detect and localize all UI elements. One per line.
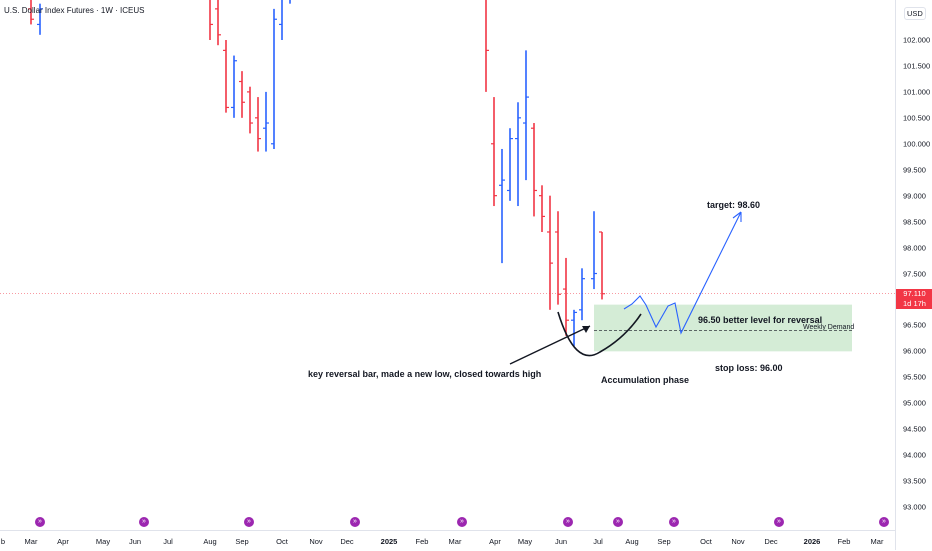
price-tick-label: 100.500: [903, 113, 931, 123]
time-axis[interactable]: b Mar Apr May Jun Jul Aug Sep Oct Nov Dec 2025 Feb Ma…: [0, 530, 895, 551]
weekly-demand-label: Weekly Demand: [803, 324, 855, 331]
price-tick-label: 98.500: [903, 217, 926, 227]
time-tick-label: Aug: [203, 537, 217, 546]
time-tick-label: 2025: [380, 537, 398, 546]
time-tick-label: Mar: [24, 537, 38, 546]
time-tick-label: Sep: [235, 537, 249, 546]
price-tick-label: 96.000: [903, 346, 926, 356]
time-tick-label: Oct: [276, 537, 288, 546]
price-tick-label: 95.500: [903, 372, 926, 382]
arrow-circle-icon[interactable]: »: [457, 517, 467, 527]
arrow-circle-icon[interactable]: »: [35, 517, 45, 527]
time-tick-label: Jun: [128, 537, 142, 546]
time-tick-label: Apr: [57, 537, 69, 546]
time-tick-label: Feb: [837, 537, 851, 546]
symbol-title[interactable]: U.S. Dollar Index Futures · 1W · ICEUS: [4, 6, 145, 15]
price-chart[interactable]: [0, 0, 895, 530]
last-price-tag: 97.110 1d 17h: [896, 289, 932, 309]
price-axis[interactable]: USD 102.000 101.500 101.000 100.500 100.000 9…: [895, 0, 932, 550]
time-tick-label: Sep: [657, 537, 671, 546]
time-tick-label: Apr: [489, 537, 501, 546]
time-tick-label: Nov: [731, 537, 745, 546]
arrow-circle-icon[interactable]: »: [613, 517, 623, 527]
time-tick-label: Jul: [163, 537, 173, 546]
arrow-circle-icon[interactable]: »: [669, 517, 679, 527]
time-tick-label: 2026: [803, 537, 821, 546]
arrow-circle-icon[interactable]: »: [563, 517, 573, 527]
accumulation-label: Accumulation phase: [601, 375, 690, 385]
time-tick-label: Dec: [340, 537, 354, 546]
demand-zone: [594, 304, 852, 352]
time-tick-label: Jun: [554, 537, 568, 546]
time-tick-label: May: [517, 537, 533, 546]
time-tick-label: Feb: [415, 537, 429, 546]
reversal-arrow-head: [582, 326, 590, 333]
last-price-value: 97.110: [903, 289, 926, 298]
price-tick-label: 101.000: [903, 87, 931, 97]
better-level-label: 96.50 better level for reversal: [698, 315, 823, 325]
arrow-circle-icon[interactable]: »: [139, 517, 149, 527]
chart-area[interactable]: U.S. Dollar Index Futures · 1W · ICEUS t…: [0, 0, 895, 530]
price-tick-label: 102.000: [903, 35, 931, 45]
time-tick-label: Nov: [309, 537, 323, 546]
price-tick-label: 93.500: [903, 476, 926, 486]
price-tick-label: 98.000: [903, 243, 926, 253]
time-tick-label: Aug: [625, 537, 639, 546]
time-tick-label: Mar: [448, 537, 462, 546]
target-label: target: 98.60: [707, 200, 761, 210]
countdown-value: 1d 17h: [903, 299, 926, 308]
accumulation-curve: [557, 311, 642, 357]
time-tick-label: Mar: [870, 537, 884, 546]
price-tick-label: 101.500: [903, 61, 931, 71]
time-tick-label: Dec: [764, 537, 778, 546]
price-tick-label: 95.000: [903, 398, 926, 408]
price-tick-label: 94.500: [903, 424, 926, 434]
price-tick-label: 99.500: [903, 165, 926, 175]
currency-label[interactable]: USD: [904, 7, 926, 20]
projection-arrow-head: [732, 211, 742, 222]
time-tick-label: b: [0, 537, 6, 546]
price-tick-label: 97.500: [903, 269, 926, 278]
time-tick-label: Oct: [700, 537, 712, 546]
price-tick-label: 94.000: [903, 450, 926, 460]
key-reversal-label: key reversal bar, made a new low, closed…: [308, 369, 542, 379]
time-tick-label: May: [95, 537, 111, 546]
time-tick-label: Jul: [593, 537, 603, 546]
arrow-circle-icon[interactable]: »: [244, 517, 254, 527]
arrow-circle-icon[interactable]: »: [879, 517, 889, 527]
price-tick-label: 99.000: [903, 191, 926, 201]
price-tick-label: 100.000: [903, 139, 931, 149]
arrow-circle-icon[interactable]: »: [350, 517, 360, 527]
price-tick-label: 93.000: [903, 502, 926, 512]
price-tick-label: 96.500: [903, 320, 926, 330]
projection-path: [623, 211, 742, 335]
arrow-circle-icon[interactable]: »: [774, 517, 784, 527]
reversal-arrow-line: [509, 325, 591, 365]
stop-loss-label: stop loss: 96.00: [715, 363, 783, 373]
